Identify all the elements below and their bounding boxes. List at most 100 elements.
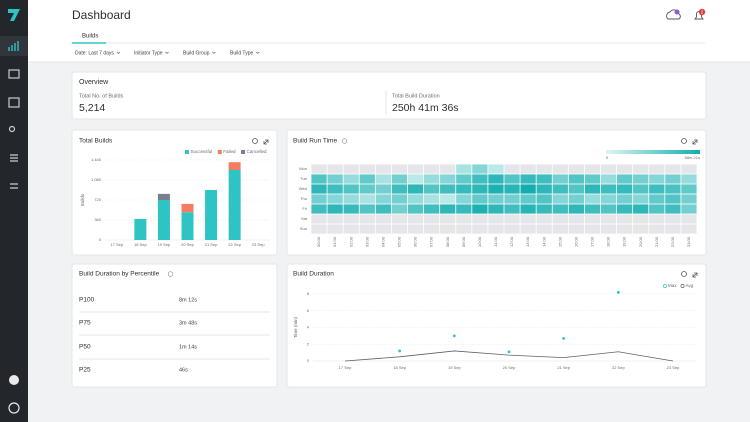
percentile-value: 1m 14s <box>179 344 197 350</box>
filter[interactable]: Build Group <box>183 50 210 56</box>
empty-cell <box>600 224 617 234</box>
total-builds-card <box>71 129 278 256</box>
expand-icon[interactable] <box>692 139 698 145</box>
heat-cell <box>327 204 343 214</box>
heat-cell <box>311 174 327 184</box>
info-icon[interactable] <box>167 271 174 277</box>
empty-cell <box>343 224 359 234</box>
percentile-value: 3m 48s <box>179 320 197 326</box>
x-tick-label: 17 Sep <box>339 365 352 370</box>
heat-cell <box>665 194 681 204</box>
refresh-icon[interactable] <box>681 271 687 277</box>
empty-cell <box>649 224 665 234</box>
heat-cell <box>520 174 536 184</box>
empty-cell <box>600 214 617 224</box>
heat-cell <box>440 194 456 204</box>
percentile-name: P75 <box>79 320 91 327</box>
heat-cell <box>536 184 552 194</box>
expand-icon[interactable] <box>692 272 698 278</box>
nav-users[interactable] <box>8 125 16 133</box>
legend-swatch <box>241 150 246 154</box>
nav-builds[interactable] <box>8 69 20 79</box>
nav-settings[interactable] <box>10 154 18 162</box>
info-icon[interactable] <box>341 138 348 144</box>
page-title: Dashboard <box>72 8 131 22</box>
heat-cell <box>584 204 601 214</box>
refresh-icon[interactable] <box>681 138 687 144</box>
heat-cell <box>391 184 408 194</box>
heat-cell <box>375 194 392 204</box>
notification-count: 2 <box>701 9 704 14</box>
empty-cell <box>343 214 359 224</box>
nav-toggles[interactable] <box>10 183 18 189</box>
bar-segment <box>157 200 170 240</box>
empty-cell <box>407 224 424 234</box>
heat-cell <box>552 194 568 204</box>
active-nav-bg <box>0 36 28 56</box>
help[interactable] <box>8 402 20 414</box>
heat-cell <box>649 184 665 194</box>
y-tick-label: 1,080 <box>91 177 102 182</box>
empty-cell <box>568 164 585 174</box>
header <box>28 0 750 62</box>
nav-analytics[interactable] <box>8 41 19 51</box>
cloud-icon[interactable] <box>666 9 681 20</box>
heat-cell <box>391 194 408 204</box>
column-label: 14:00 <box>541 236 546 247</box>
empty-cell <box>359 164 375 174</box>
column-label: 12:00 <box>509 236 514 247</box>
x-tick-label: 21 Sep <box>557 365 570 370</box>
filter-chevron <box>256 51 260 54</box>
empty-cell <box>375 214 392 224</box>
column-label: 16:00 <box>573 236 578 247</box>
x-tick-label: 17 Sep <box>110 242 123 247</box>
heat-cell <box>504 204 520 214</box>
heat-cell <box>665 204 681 214</box>
legend-swatch <box>217 150 222 154</box>
heat-cell <box>488 164 504 174</box>
heat-cell <box>472 184 488 194</box>
heat-cell <box>343 194 359 204</box>
filter[interactable]: Date: Last 7 days <box>75 50 114 56</box>
tab[interactable]: Builds <box>82 34 98 40</box>
heat-cell <box>327 174 343 184</box>
empty-cell <box>423 224 440 234</box>
card-title: Total Builds <box>79 138 113 145</box>
column-label: 19:00 <box>622 236 627 247</box>
y-tick-label: 4 <box>307 325 310 330</box>
logo[interactable] <box>8 9 20 21</box>
empty-cell <box>649 214 665 224</box>
heat-cell <box>584 194 601 204</box>
empty-cell <box>488 214 504 224</box>
heat-cell <box>327 194 343 204</box>
heat-cell <box>375 174 392 184</box>
row-label: Fri <box>302 206 307 211</box>
max-point <box>398 349 402 353</box>
heat-cell <box>665 184 681 194</box>
metric-value: 5,214 <box>79 102 105 114</box>
row-label: Sat <box>301 216 308 221</box>
heat-cell <box>568 194 585 204</box>
x-tick-label: 23 Sep <box>252 242 265 247</box>
filter-chevron <box>165 51 169 54</box>
empty-cell <box>665 164 681 174</box>
heat-cell <box>391 174 408 184</box>
empty-cell <box>472 224 488 234</box>
user-avatar[interactable] <box>9 375 19 385</box>
empty-cell <box>665 224 681 234</box>
refresh-icon[interactable] <box>252 138 258 144</box>
bar-segment <box>157 193 170 200</box>
heat-cell <box>520 204 536 214</box>
heat-cell <box>407 184 424 194</box>
heat-cell <box>649 204 665 214</box>
filter[interactable]: Build Type <box>230 50 253 56</box>
x-tick-label: 20 Sep <box>503 365 516 370</box>
overview-card <box>71 71 707 120</box>
empty-cell <box>616 164 633 174</box>
expand-icon[interactable] <box>263 139 269 145</box>
column-label: 06:00 <box>413 236 418 247</box>
filter[interactable]: Initiator Type <box>134 50 163 56</box>
empty-cell <box>536 224 552 234</box>
nav-grid[interactable] <box>8 97 20 108</box>
empty-cell <box>407 214 424 224</box>
